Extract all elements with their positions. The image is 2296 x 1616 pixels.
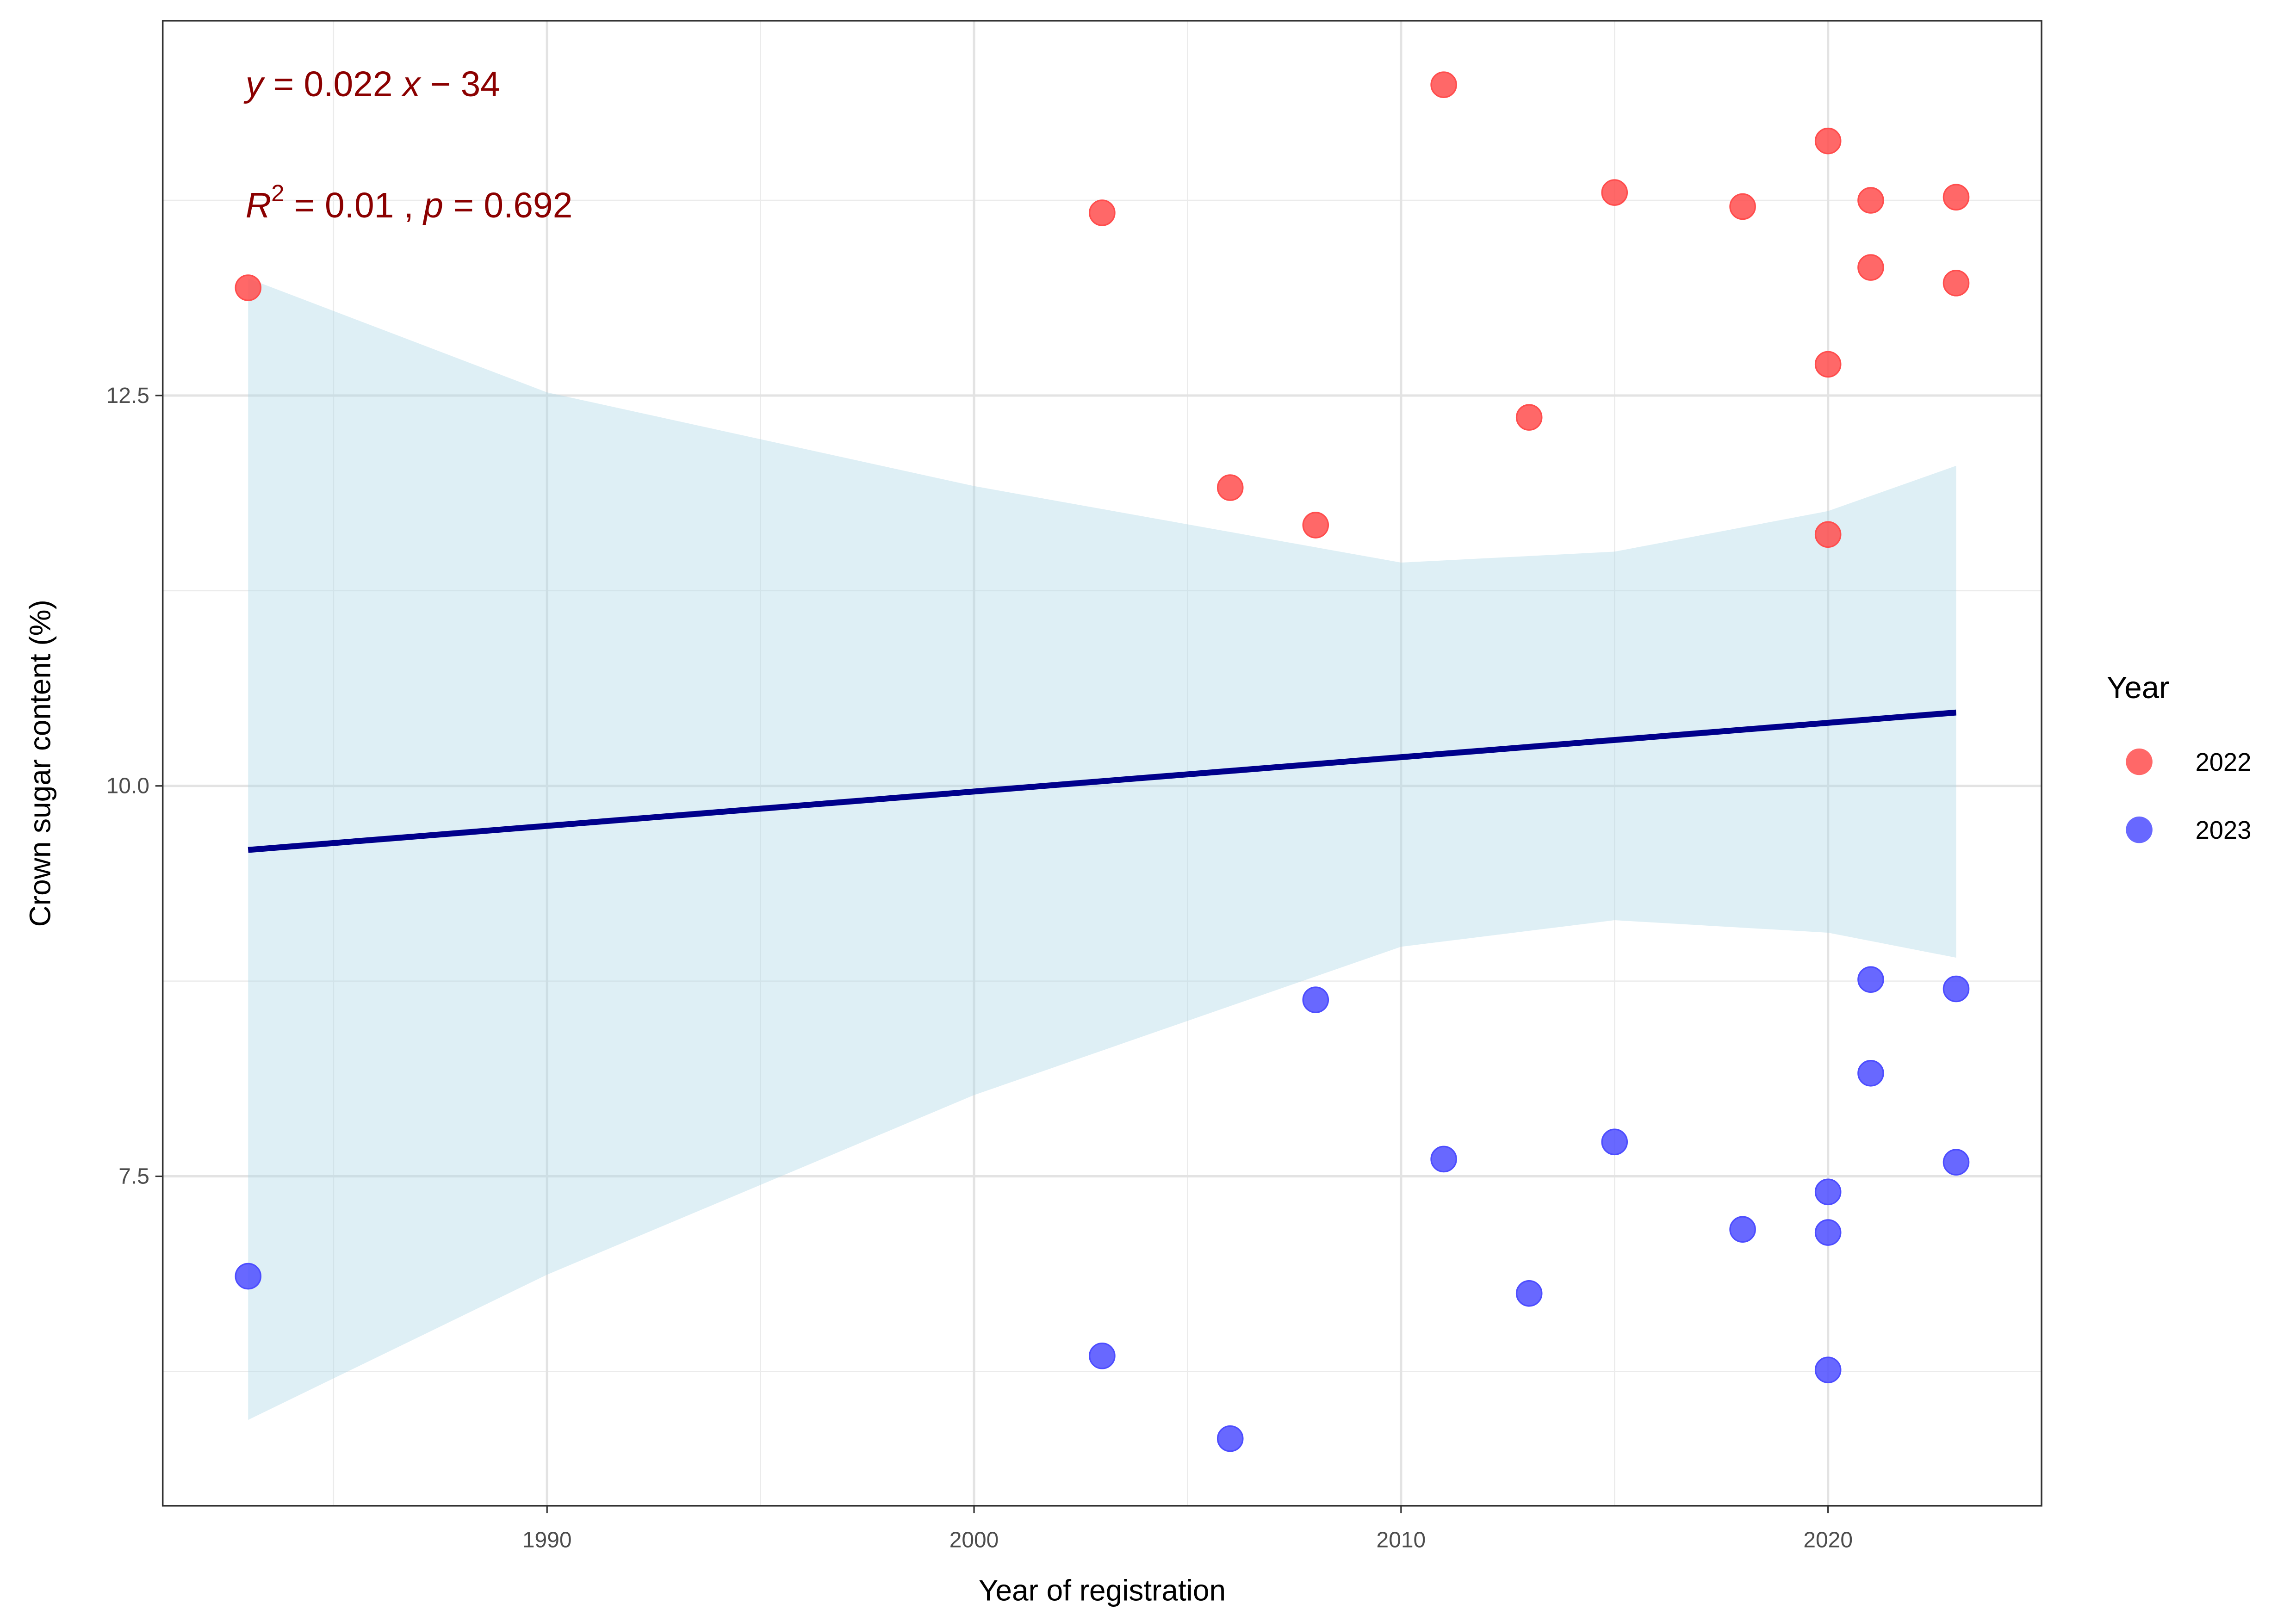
point-2023 — [1814, 1356, 1842, 1383]
y-tick-label: 10.0 — [106, 774, 149, 799]
point-2022 — [1216, 474, 1244, 501]
point-2023 — [1302, 986, 1329, 1013]
x-tick-label: 2020 — [1803, 1528, 1853, 1552]
x-axis-title: Year of registration — [979, 1573, 1226, 1607]
point-2023 — [1857, 1060, 1884, 1087]
y-tick-label: 12.5 — [106, 384, 149, 408]
legend-label-2022: 2022 — [2196, 748, 2252, 776]
y-tick-label: 7.5 — [118, 1164, 149, 1189]
point-2022 — [1515, 404, 1543, 431]
legend: Year 2022 2023 — [2107, 670, 2252, 844]
x-tick-label: 1990 — [522, 1528, 572, 1552]
point-2022 — [1942, 270, 1970, 297]
point-2023 — [1729, 1216, 1756, 1243]
point-2023 — [1942, 975, 1970, 1003]
legend-key-2022 — [2126, 748, 2153, 775]
equation-annotation: y = 0.022 x − 34 — [243, 65, 500, 104]
confidence-band — [248, 278, 1956, 1420]
axis-ticks: 1990 2000 2010 2020 7.5 10.0 12.5 — [106, 384, 1853, 1552]
point-2022 — [1814, 521, 1842, 548]
point-2022 — [1857, 187, 1884, 214]
point-2022 — [1302, 512, 1329, 539]
x-tick-label: 2000 — [949, 1528, 999, 1552]
point-2022 — [235, 274, 262, 301]
point-2022 — [1857, 254, 1884, 281]
point-2023 — [1942, 1149, 1970, 1176]
point-2023 — [1857, 966, 1884, 993]
legend-title: Year — [2107, 670, 2170, 705]
regression-line-group — [248, 709, 1957, 853]
gridlines — [162, 20, 2042, 1506]
point-2022 — [1089, 199, 1116, 226]
point-2023 — [1089, 1342, 1116, 1369]
confidence-ribbon — [248, 278, 1956, 1420]
panel-border — [161, 20, 2042, 1507]
point-2023 — [1601, 1128, 1628, 1156]
legend-label-2023: 2023 — [2196, 816, 2252, 844]
point-2023 — [1430, 1145, 1457, 1173]
point-2023 — [1814, 1178, 1842, 1206]
legend-key-2023 — [2126, 816, 2153, 843]
point-2022 — [1942, 184, 1970, 211]
point-2022 — [1601, 179, 1628, 206]
point-2023 — [1814, 1219, 1842, 1246]
point-2023 — [235, 1263, 262, 1290]
point-2023 — [1515, 1280, 1543, 1307]
point-2022 — [1814, 127, 1842, 155]
point-2022 — [1729, 193, 1756, 220]
regression-line — [248, 709, 1957, 853]
data-points — [235, 71, 1970, 1452]
y-axis-title: Crown sugar content (%) — [24, 600, 57, 927]
point-2022 — [1430, 71, 1457, 98]
point-2023 — [1216, 1425, 1244, 1452]
r2-p-annotation: R2 = 0.01 , p = 0.692 — [246, 180, 573, 225]
point-2022 — [1814, 351, 1842, 378]
x-tick-label: 2010 — [1377, 1528, 1426, 1552]
